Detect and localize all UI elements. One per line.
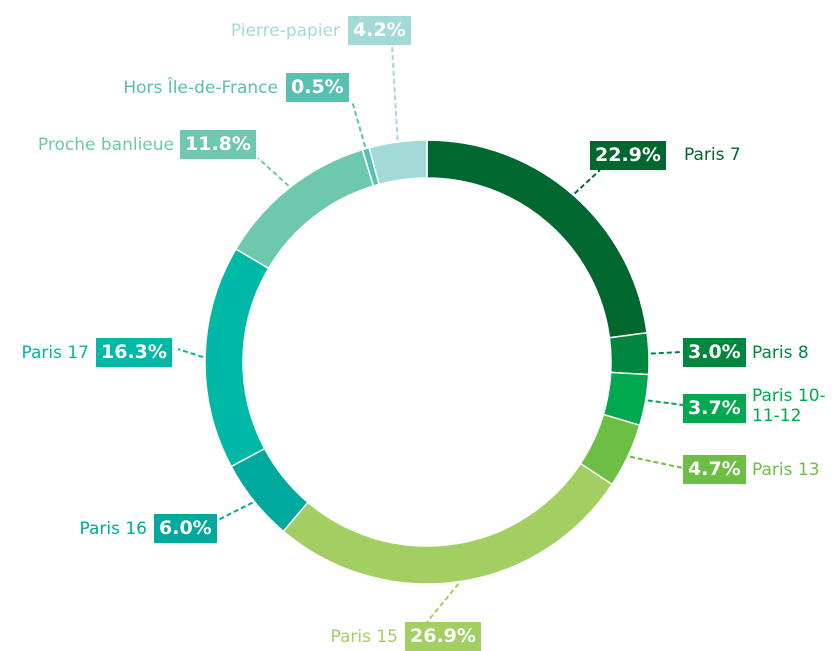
category-label: Paris 8 — [752, 343, 809, 363]
category-label: Pierre-papier — [230, 21, 340, 41]
value-label: 4.2% — [348, 16, 411, 45]
leader-line — [650, 351, 684, 355]
leader-line — [629, 455, 684, 469]
category-label: Paris 15 — [330, 627, 398, 647]
donut-segment — [234, 148, 375, 270]
leader-line — [647, 399, 684, 406]
category-label: Proche banlieue — [37, 135, 174, 155]
leader-line — [426, 583, 460, 623]
category-label: Paris 17 — [21, 343, 89, 363]
value-label: 22.9% — [590, 141, 666, 170]
value-label: 16.3% — [96, 338, 172, 367]
value-label: 26.9% — [405, 622, 481, 651]
leader-line — [351, 100, 367, 147]
category-label: Paris 13 — [752, 460, 820, 480]
category-label: Paris 16 — [79, 519, 147, 539]
donut-segment — [282, 462, 614, 585]
value-label: 3.7% — [683, 394, 746, 423]
value-label: 11.8% — [180, 130, 256, 159]
leader-line — [217, 501, 254, 521]
category-label: Paris 7 — [684, 145, 741, 165]
value-label: 4.7% — [683, 455, 746, 484]
category-label: Paris 10-11-12 — [752, 386, 826, 426]
category-label: Hors Île-de-France — [123, 78, 278, 98]
leader-line — [391, 44, 399, 141]
leader-line — [257, 157, 290, 187]
leader-line — [177, 348, 204, 359]
donut-segment — [204, 247, 270, 468]
donut-segment — [608, 331, 650, 376]
donut-segment — [368, 139, 428, 186]
value-label: 6.0% — [154, 514, 217, 543]
leader-line — [573, 169, 601, 195]
value-label: 0.5% — [286, 73, 349, 102]
value-label: 3.0% — [683, 338, 746, 367]
